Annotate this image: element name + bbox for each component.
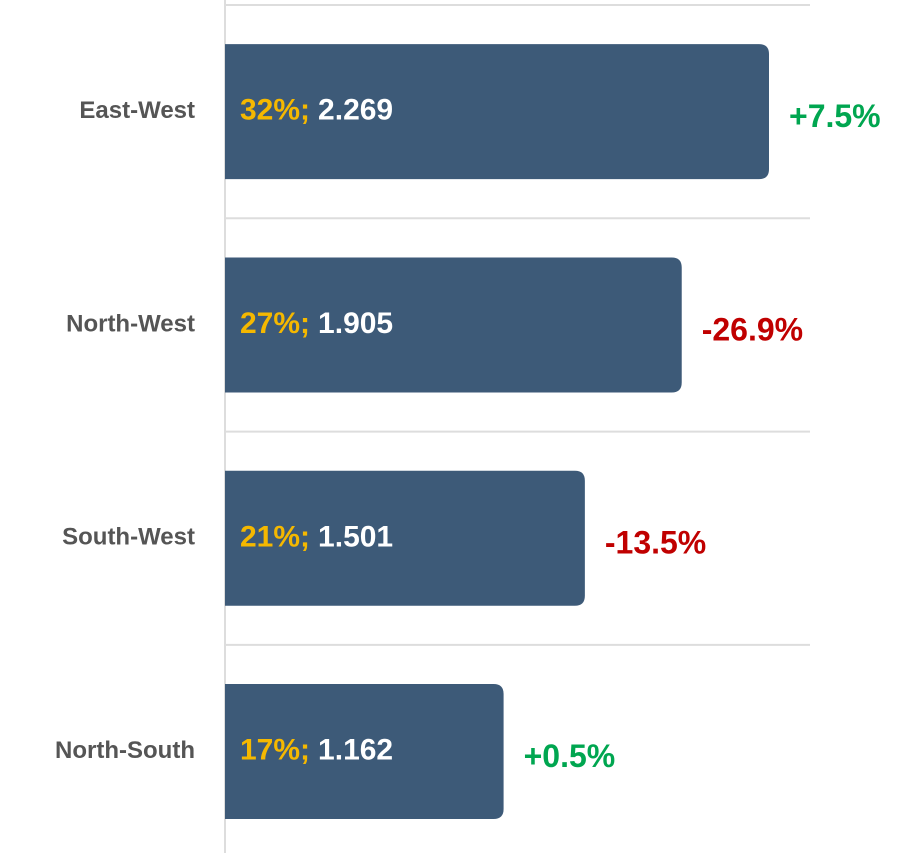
share-label: 32%; — [240, 94, 310, 127]
value-label: 1.501 — [318, 520, 393, 553]
category-label: East-West — [79, 97, 195, 124]
bar-label: 27%; 1.905 — [240, 307, 393, 340]
change-label: +7.5% — [789, 98, 881, 134]
change-label: -26.9% — [702, 311, 803, 347]
category-label: North-South — [55, 737, 195, 764]
bar — [225, 44, 769, 180]
bar-label: 32%; 2.269 — [240, 94, 393, 127]
bar-label: 21%; 1.501 — [240, 520, 393, 553]
share-label: 21%; — [240, 520, 310, 553]
share-label: 17%; — [240, 733, 310, 766]
bar — [225, 684, 504, 820]
bar-label: 17%; 1.162 — [240, 733, 393, 766]
category-label: South-West — [62, 524, 195, 551]
category-label: North-West — [66, 310, 195, 337]
bar — [225, 470, 585, 606]
change-label: -13.5% — [605, 525, 706, 561]
share-label: 27%; — [240, 307, 310, 340]
value-label: 1.162 — [318, 733, 393, 766]
change-label: +0.5% — [524, 738, 616, 774]
value-label: 2.269 — [318, 94, 393, 127]
bar — [225, 257, 682, 393]
value-label: 1.905 — [318, 307, 393, 340]
